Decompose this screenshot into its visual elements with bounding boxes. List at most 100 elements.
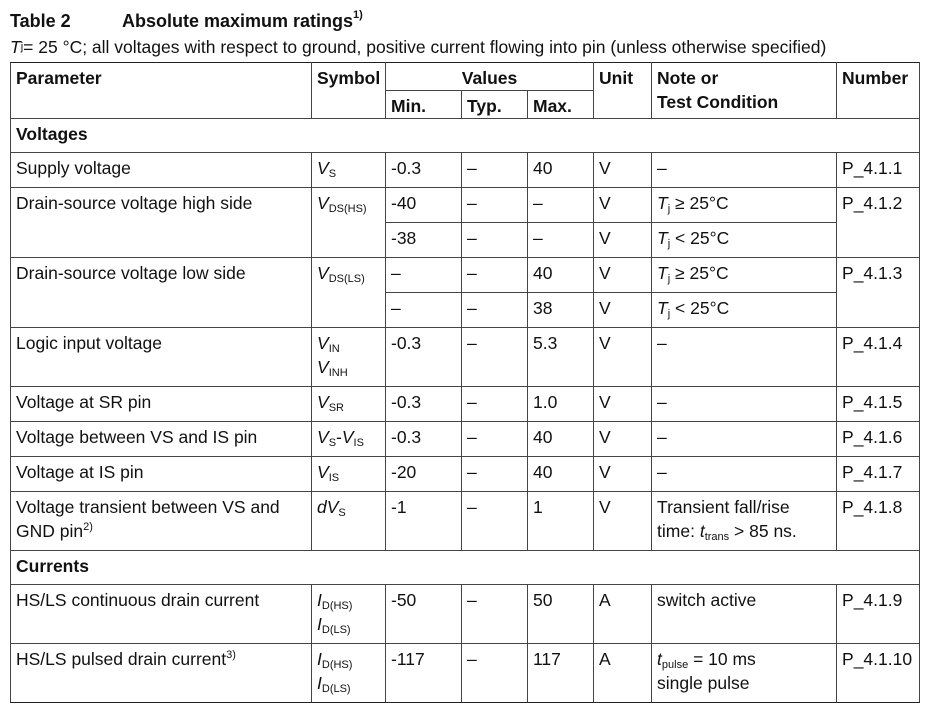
min-cell: -117 [385,643,462,703]
symbol-cell: ID(HS) ID(LS) [311,643,386,703]
unit-cell: V [593,386,653,422]
param-cell: Logic input voltage [10,327,312,387]
symbol-cell: VDS(HS) [311,187,386,258]
header-min: Min. [385,90,462,119]
symbol-cell: dVS [311,491,386,551]
param-cell: Voltage at IS pin [10,456,312,492]
table-title: Absolute maximum ratings1) [122,9,363,32]
table-row: Voltage between VS and IS pin VS-VIS -0.… [10,421,921,457]
typ-cell: – [461,491,528,551]
unit-cell: V [593,222,653,258]
note-cell: – [651,152,838,188]
header-typ: Typ. [461,90,528,119]
typ-cell: – [461,456,528,492]
param-cell: HS/LS pulsed drain current3) [10,643,312,703]
header-unit: Unit [593,62,653,119]
min-cell: -0.3 [385,421,462,457]
min-cell: -0.3 [385,152,462,188]
subheader-row: Min. Typ. Max. [11,90,920,119]
param-cell: Drain-source voltage high side [10,187,312,258]
unit-cell: A [593,643,653,703]
number-cell: P_4.1.1 [836,152,921,188]
table-row: Drain-source voltage high side VDS(HS) -… [10,187,921,258]
header-parameter: Parameter [10,62,312,119]
note-cell: Tj ≥ 25°C [651,257,838,293]
max-cell: – [526,187,595,223]
max-cell: 40 [526,152,595,188]
min-cell: – [385,257,462,293]
typ-cell: – [461,421,528,457]
number-cell: P_4.1.2 [836,187,921,258]
table-row: Drain-source voltage low side VDS(LS) – … [10,257,921,328]
note-cell: – [651,386,838,422]
max-cell: 40 [526,456,595,492]
symbol-cell: VIS [311,456,386,492]
header-number: Number [836,62,921,119]
table-row: Voltage transient between VS and GND pin2… [10,491,921,551]
min-cell: -38 [385,222,462,258]
header-symbol: Symbol [311,62,386,119]
number-cell: P_4.1.5 [836,386,921,422]
max-cell: – [526,222,595,258]
typ-cell: – [461,222,528,258]
note-cell: – [651,327,838,387]
symbol-cell: VIN VINH [311,327,386,387]
param-cell: Voltage between VS and IS pin [10,421,312,457]
typ-cell: – [461,643,528,703]
unit-cell: V [593,327,653,387]
note-cell: Tj ≥ 25°C [651,187,838,223]
header-note: Note or Test Condition [651,62,838,119]
typ-cell: – [461,152,528,188]
max-cell: 38 [526,292,595,328]
table-row: Supply voltage VS -0.3 – 40 V – P_4.1.1 [10,152,921,188]
max-cell: 1.0 [526,386,595,422]
table-row: HS/LS continuous drain current ID(HS) ID(… [10,584,921,644]
note-cell: – [651,421,838,457]
number-cell: P_4.1.7 [836,456,921,492]
max-cell: 40 [526,421,595,457]
symbol-cell: VSR [311,386,386,422]
typ-cell: – [461,327,528,387]
number-cell: P_4.1.9 [836,584,921,644]
unit-cell: V [593,257,653,293]
section-voltages: Voltages [9,118,921,153]
unit-cell: V [593,187,653,223]
param-cell: HS/LS continuous drain current [10,584,312,644]
unit-cell: V [593,491,653,551]
table-number: Table 2 [10,11,71,31]
table-row: Logic input voltage VIN VINH -0.3 – 5.3 V… [10,327,921,387]
number-cell: P_4.1.6 [836,421,921,457]
section-currents: Currents [9,550,921,585]
min-cell: -40 [385,187,462,223]
unit-cell: V [593,421,653,457]
unit-cell: V [593,152,653,188]
header-max: Max. [526,90,595,119]
note-cell: Transient fall/rise time: ttrans > 85 ns. [651,491,838,551]
table-row: – – 38 V Tj < 25°C [11,292,920,328]
table-caption: Table 2 Absolute maximum ratings1) [10,0,920,32]
param-cell: Drain-source voltage low side [10,257,312,328]
table-row: Voltage at SR pin VSR -0.3 – 1.0 V – P_4… [10,386,921,422]
number-cell: P_4.1.8 [836,491,921,551]
param-cell: Voltage transient between VS and GND pin2… [10,491,312,551]
table-row: HS/LS pulsed drain current3) ID(HS) ID(LS… [10,643,921,703]
note-cell: tpulse = 10 ms single pulse [651,643,838,703]
min-cell: -0.3 [385,386,462,422]
unit-cell: A [593,584,653,644]
header-row: Parameter Symbol Values Unit Note or Test… [10,62,921,119]
typ-cell: – [461,292,528,328]
number-cell: P_4.1.3 [836,257,921,328]
ratings-table: Parameter Symbol Values Unit Note or Test… [9,62,921,703]
param-cell: Voltage at SR pin [10,386,312,422]
typ-cell: – [461,257,528,293]
min-cell: -50 [385,584,462,644]
unit-cell: V [593,292,653,328]
symbol-cell: ID(HS) ID(LS) [311,584,386,644]
min-cell: – [385,292,462,328]
max-cell: 1 [526,491,595,551]
unit-cell: V [593,456,653,492]
typ-cell: – [461,386,528,422]
symbol-cell: VDS(LS) [311,257,386,328]
